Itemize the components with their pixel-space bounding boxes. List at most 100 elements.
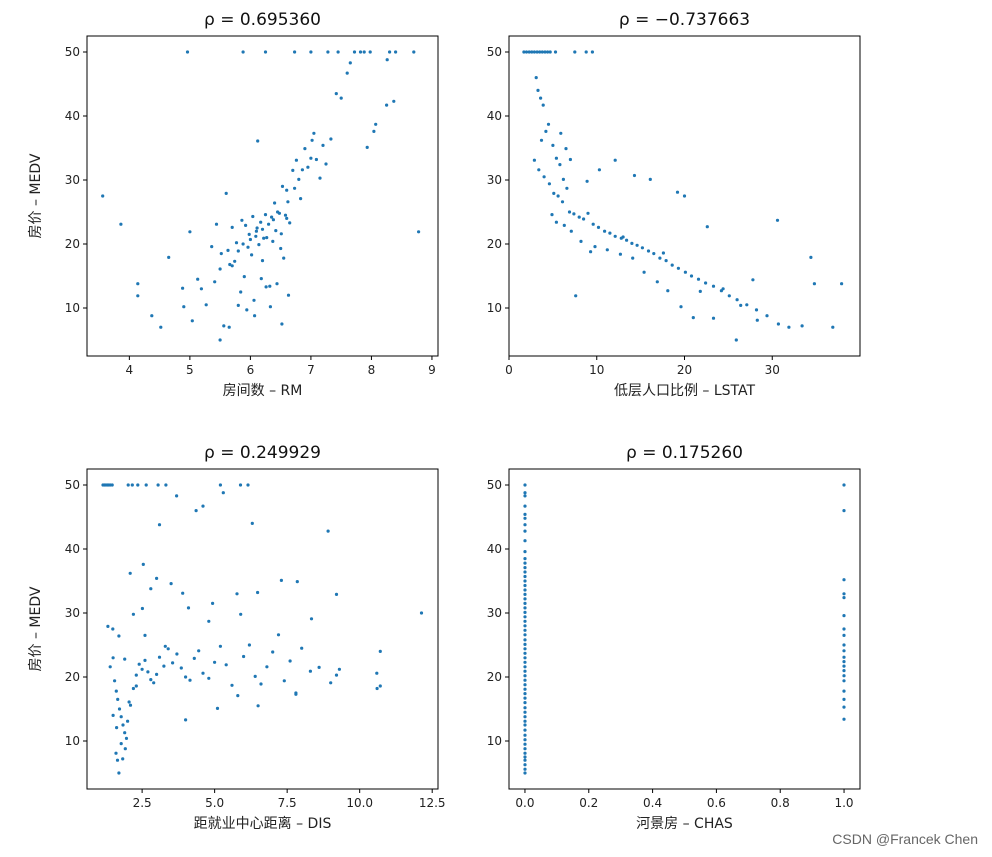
data-point bbox=[279, 232, 283, 236]
data-point bbox=[134, 673, 138, 677]
y-tick-label: 50 bbox=[487, 45, 502, 59]
data-point bbox=[658, 256, 662, 260]
y-tick-label: 50 bbox=[65, 478, 80, 492]
data-point bbox=[136, 282, 140, 286]
data-point bbox=[321, 143, 325, 147]
data-point bbox=[218, 483, 222, 487]
data-point bbox=[274, 229, 278, 233]
data-point bbox=[572, 212, 576, 216]
data-point bbox=[683, 270, 688, 274]
data-point bbox=[166, 647, 170, 651]
data-point bbox=[131, 612, 135, 616]
data-point bbox=[569, 229, 573, 233]
data-point bbox=[245, 308, 249, 312]
data-point bbox=[247, 232, 251, 236]
data-point bbox=[213, 280, 217, 284]
data-point bbox=[776, 322, 781, 326]
x-tick-label: 0 bbox=[505, 363, 513, 377]
data-point bbox=[809, 255, 813, 259]
data-point bbox=[523, 606, 527, 610]
data-point bbox=[842, 705, 846, 709]
data-point bbox=[235, 592, 239, 596]
data-point bbox=[256, 704, 260, 708]
data-point bbox=[175, 652, 179, 656]
data-point bbox=[523, 733, 527, 737]
data-point bbox=[523, 719, 527, 723]
data-point bbox=[539, 96, 543, 100]
y-axis-label: 房价 – MEDV bbox=[28, 586, 44, 671]
data-point bbox=[123, 657, 127, 661]
data-point bbox=[523, 683, 527, 687]
data-point bbox=[554, 220, 559, 224]
data-point bbox=[618, 252, 623, 256]
data-point bbox=[666, 289, 670, 293]
data-point bbox=[275, 282, 279, 286]
y-axis-label: 房价 – MEDV bbox=[28, 153, 44, 238]
data-point bbox=[523, 674, 527, 678]
data-point bbox=[842, 633, 846, 638]
data-point bbox=[337, 667, 341, 671]
data-point bbox=[179, 666, 183, 670]
data-point bbox=[324, 162, 328, 166]
plot-frame bbox=[86, 468, 439, 790]
chart-title: ρ = 0.695360 bbox=[204, 10, 321, 30]
scatter-points bbox=[522, 50, 844, 342]
data-point bbox=[288, 221, 292, 225]
data-point bbox=[241, 242, 245, 246]
data-point bbox=[271, 218, 275, 222]
data-point bbox=[551, 143, 555, 147]
y-tick-label: 10 bbox=[65, 734, 80, 748]
data-point bbox=[218, 267, 222, 271]
data-point bbox=[236, 303, 240, 307]
data-point bbox=[842, 643, 846, 647]
data-point bbox=[597, 168, 602, 172]
data-point bbox=[378, 684, 382, 688]
data-point bbox=[577, 215, 581, 219]
chart-panel-3: 2.5 5.0 7.5 10.0 12.5 10 20 30 40 50 ρ = 0.249929 距… bbox=[28, 443, 446, 832]
data-point bbox=[523, 763, 527, 767]
data-point bbox=[250, 521, 254, 526]
x-axis-label: 距就业中心距离 – DIS bbox=[194, 815, 332, 832]
data-point bbox=[184, 718, 188, 722]
data-point bbox=[230, 225, 234, 229]
x-tick-label: 5 bbox=[186, 363, 194, 377]
data-point bbox=[679, 305, 683, 309]
data-point bbox=[239, 290, 243, 294]
data-point bbox=[293, 50, 297, 54]
data-point bbox=[157, 523, 162, 527]
y-tick-label: 20 bbox=[487, 237, 502, 251]
data-point bbox=[523, 550, 527, 554]
data-point bbox=[204, 303, 208, 307]
data-point bbox=[523, 504, 527, 508]
data-point bbox=[574, 294, 578, 298]
data-point bbox=[564, 147, 568, 151]
data-point bbox=[111, 713, 115, 718]
data-point bbox=[230, 683, 234, 687]
data-point bbox=[523, 747, 527, 751]
data-point bbox=[655, 280, 659, 284]
data-point bbox=[329, 681, 333, 685]
data-point bbox=[263, 50, 268, 54]
data-point bbox=[167, 255, 171, 259]
data-point bbox=[210, 245, 214, 249]
data-point bbox=[523, 592, 527, 597]
data-point bbox=[523, 738, 527, 742]
data-point bbox=[254, 234, 258, 238]
data-point bbox=[550, 213, 554, 217]
data-point bbox=[523, 529, 527, 533]
x-axis-label: 河景房 – CHAS bbox=[636, 816, 733, 832]
data-point bbox=[523, 660, 527, 664]
data-point bbox=[705, 225, 709, 229]
y-tick-label: 50 bbox=[65, 45, 80, 59]
y-tick-label: 50 bbox=[487, 478, 502, 492]
data-point bbox=[664, 259, 668, 263]
data-point bbox=[119, 742, 123, 746]
data-point bbox=[524, 50, 529, 54]
data-point bbox=[646, 249, 651, 253]
data-point bbox=[150, 314, 154, 318]
data-point bbox=[306, 165, 310, 169]
data-point bbox=[552, 191, 556, 195]
x-tick-label: 2.5 bbox=[133, 796, 152, 810]
data-point bbox=[106, 624, 110, 629]
data-point bbox=[300, 646, 304, 650]
